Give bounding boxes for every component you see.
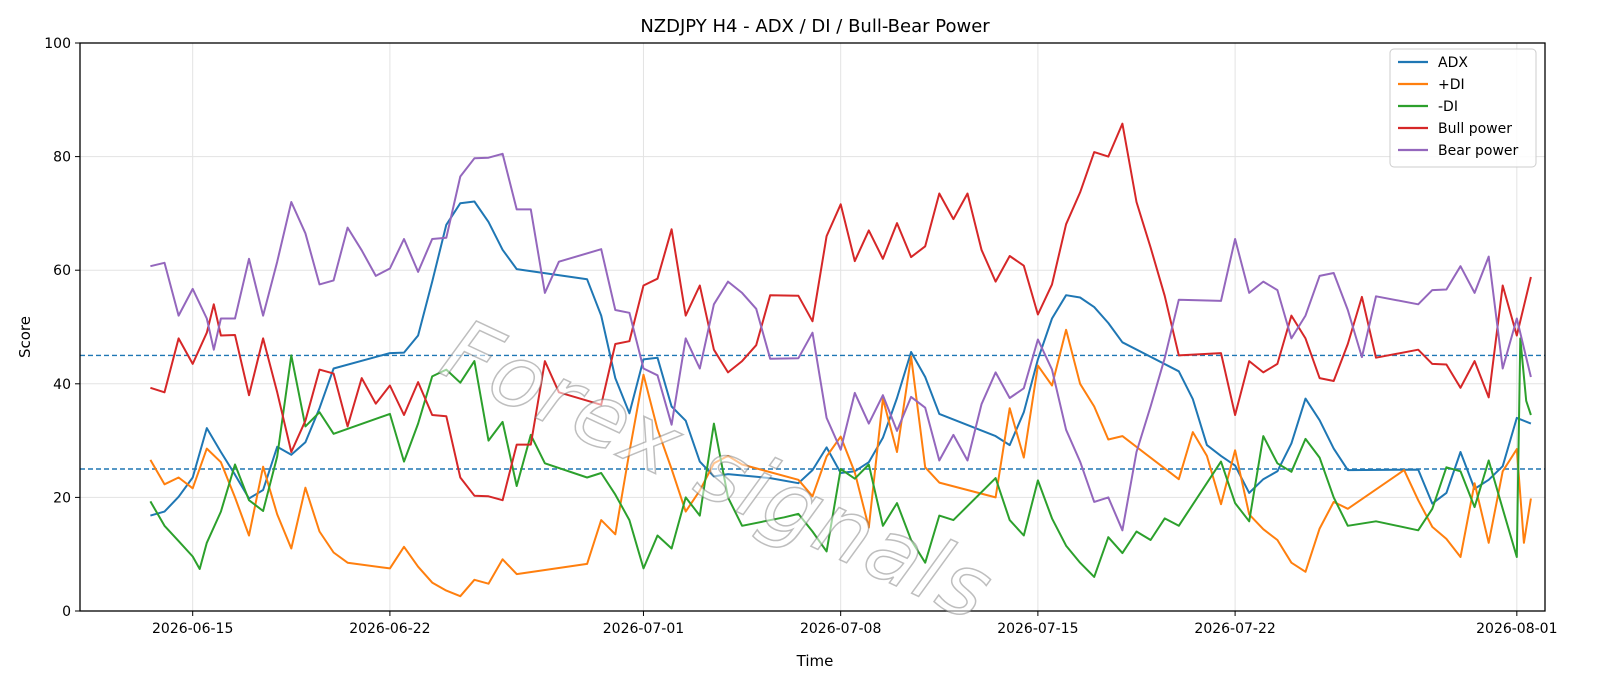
series-line-di <box>149 337 1532 578</box>
series-line-bull-power <box>150 122 1532 502</box>
y-tick-label: 20 <box>53 490 71 506</box>
legend-label: ADX <box>1438 55 1468 71</box>
legend-label: Bull power <box>1438 121 1512 137</box>
legend-box <box>1389 48 1537 168</box>
y-tick-label: 0 <box>62 604 71 620</box>
legend: ADX +DI -DI Bull power Bear power <box>1389 48 1537 168</box>
legend-label: Bear power <box>1438 143 1519 159</box>
series-line-bear-power <box>150 152 1532 532</box>
tick-layer: 0 20 40 60 80 100 2026-06-15 2026-06-22 2026-07-… <box>44 36 1557 637</box>
x-tick-label: 2026-07-08 <box>800 621 881 637</box>
series-line-di <box>149 328 1532 598</box>
y-tick-label: 100 <box>44 36 71 52</box>
x-tick-label: 2026-08-01 <box>1476 621 1557 637</box>
y-tick-label: 80 <box>53 150 71 166</box>
y-axis-label: Score <box>16 316 34 358</box>
legend-label: -DI <box>1438 99 1458 115</box>
reference-lines <box>80 354 1545 470</box>
y-tick-label: 40 <box>53 377 71 393</box>
chart-title: NZDJPY H4 - ADX / DI / Bull-Bear Power <box>640 16 990 37</box>
x-axis-label: Time <box>796 652 834 670</box>
series-layer <box>149 122 1532 598</box>
y-tick-label: 60 <box>53 263 71 279</box>
x-tick-label: 2026-07-22 <box>1194 621 1275 637</box>
plot-frame <box>79 42 1546 612</box>
grid-layer <box>80 42 1545 612</box>
x-tick-label: 2026-07-01 <box>603 621 684 637</box>
x-tick-label: 2026-06-22 <box>349 621 430 637</box>
legend-label: +DI <box>1438 77 1465 93</box>
x-tick-label: 2026-06-15 <box>152 621 233 637</box>
x-tick-label: 2026-07-15 <box>997 621 1078 637</box>
